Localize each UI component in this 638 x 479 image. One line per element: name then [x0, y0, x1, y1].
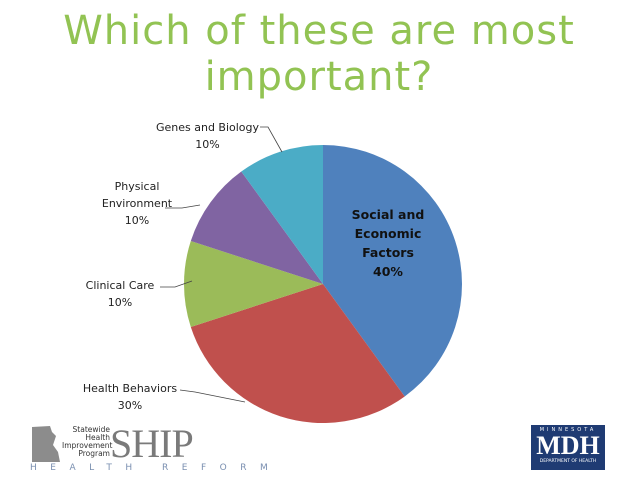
pie-slice	[184, 241, 323, 327]
pie-slice	[190, 171, 323, 284]
leader-line	[179, 389, 246, 403]
value-label: 10%	[124, 214, 150, 227]
category-label: Physical Environment	[101, 180, 173, 210]
slice-label: Social and Economic Factors 40%	[348, 205, 428, 281]
slice-label: Health Behaviors 30%	[70, 380, 190, 414]
ship-subtitle: Statewide Health Improvement Program	[62, 425, 113, 458]
slice-label: Physical Environment 10%	[92, 178, 182, 229]
category-label: Clinical Care	[85, 279, 155, 292]
value-label: 10%	[107, 296, 133, 309]
minnesota-shape	[32, 426, 60, 462]
category-label: Genes and Biology	[155, 121, 260, 134]
value-label: 30%	[117, 399, 143, 412]
ship-tagline: HEALTH REFORM	[30, 463, 282, 473]
mdh-logo: MINNESOTA MDH DEPARTMENT OF HEALTH	[531, 425, 605, 470]
mdh-state: MINNESOTA	[539, 427, 597, 433]
pie-slice	[323, 145, 463, 397]
ship-line: Health	[85, 433, 110, 442]
value-label: 40%	[373, 264, 403, 279]
mdh-department: DEPARTMENT OF HEALTH	[539, 459, 597, 464]
leader-line	[165, 204, 201, 209]
slice-label: Genes and Biology 10%	[145, 119, 270, 153]
ship-line: Improvement	[62, 441, 113, 450]
slice-label: Clinical Care 10%	[70, 277, 170, 311]
mdh-name: MDH	[536, 431, 600, 460]
value-label: 10%	[195, 138, 220, 151]
slide-title: Which of these are most important?	[63, 8, 575, 100]
pie-slice	[190, 284, 405, 423]
ship-line: Statewide	[72, 425, 110, 434]
leader-line	[160, 280, 193, 288]
category-label: Social and Economic Factors	[351, 207, 425, 260]
ship-line: Program	[78, 449, 110, 458]
pie-slice	[241, 145, 323, 284]
ship-logo: SHIP	[110, 421, 194, 466]
leader-line	[260, 126, 283, 153]
category-label: Health Behaviors	[82, 382, 178, 395]
